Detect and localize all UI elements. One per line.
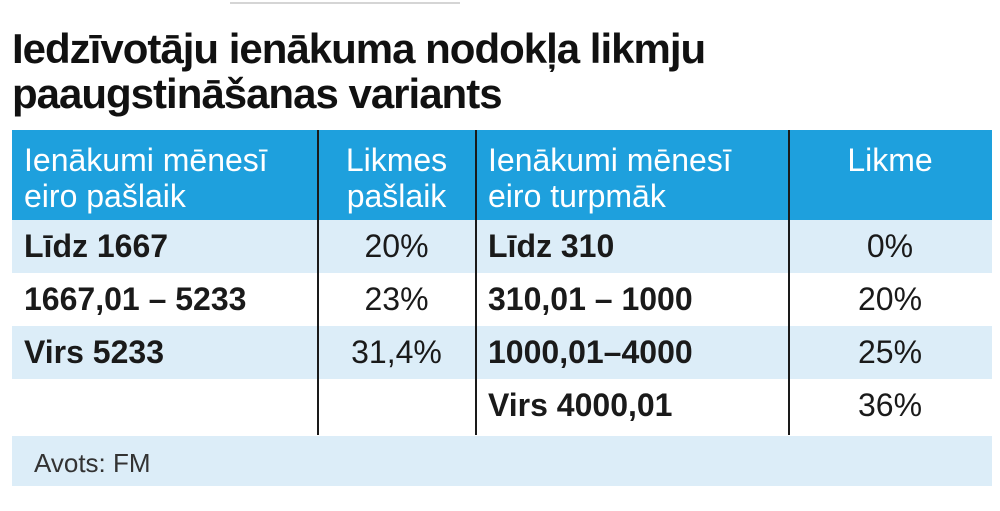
future-income-cell: Virs 4000,01 (488, 387, 673, 423)
future-rate-cell: 20% (857, 281, 923, 317)
future-rate-cell: 25% (857, 334, 923, 370)
header-current-income-line1: Ienākumi mēnesī (24, 142, 268, 178)
future-rate-cell: 36% (857, 387, 923, 423)
header-current-rate: Likmes pašlaik (317, 130, 476, 220)
table-row: Virs 4000,01 36% (12, 379, 992, 432)
cropped-top-line (230, 0, 460, 4)
current-rate-cell: 23% (364, 281, 429, 317)
title-line-2: paaugstināšanas variants (12, 70, 503, 117)
current-rate-cell (317, 379, 476, 432)
header-current-income-line2: eiro pašlaik (24, 178, 186, 214)
column-divider (317, 130, 319, 435)
future-income-cell: 310,01 – 1000 (488, 281, 693, 317)
column-divider (788, 130, 790, 435)
table-row: Līdz 1667 20% Līdz 310 0% (12, 220, 992, 273)
tax-rate-table: Ienākumi mēnesī eiro pašlaik Likmes pašl… (12, 130, 992, 435)
current-income-cell (12, 379, 317, 432)
future-income-cell: Līdz 310 (488, 228, 615, 264)
table-row: Virs 5233 31,4% 1000,01–4000 25% (12, 326, 992, 379)
header-future-income-line1: Ienākumi mēnesī (488, 142, 732, 178)
header-future-rate: Likme (788, 130, 992, 220)
future-rate-cell: 0% (866, 228, 914, 264)
page-title: Iedzīvotāju ienākuma nodokļa likmju paau… (12, 26, 987, 116)
header-current-rate-line1: Likmes (345, 142, 448, 178)
table-row: 1667,01 – 5233 23% 310,01 – 1000 20% (12, 273, 992, 326)
current-rate-cell: 20% (364, 228, 429, 264)
table-header-row: Ienākumi mēnesī eiro pašlaik Likmes pašl… (12, 130, 992, 220)
header-future-rate-line1: Likme (847, 142, 933, 178)
column-divider (475, 130, 477, 435)
current-rate-cell: 31,4% (351, 334, 442, 370)
header-future-income-line2: eiro turpmāk (488, 178, 666, 214)
title-line-1: Iedzīvotāju ienākuma nodokļa likmju (12, 25, 706, 72)
future-income-cell: 1000,01–4000 (488, 334, 693, 370)
current-income-cell: 1667,01 – 5233 (24, 281, 247, 317)
source-note: Avots: FM (12, 436, 992, 486)
current-income-cell: Līdz 1667 (24, 228, 169, 264)
header-current-income: Ienākumi mēnesī eiro pašlaik (12, 130, 317, 220)
header-current-rate-line2: pašlaik (346, 178, 447, 214)
current-income-cell: Virs 5233 (24, 334, 164, 370)
header-future-income: Ienākumi mēnesī eiro turpmāk (476, 130, 788, 220)
